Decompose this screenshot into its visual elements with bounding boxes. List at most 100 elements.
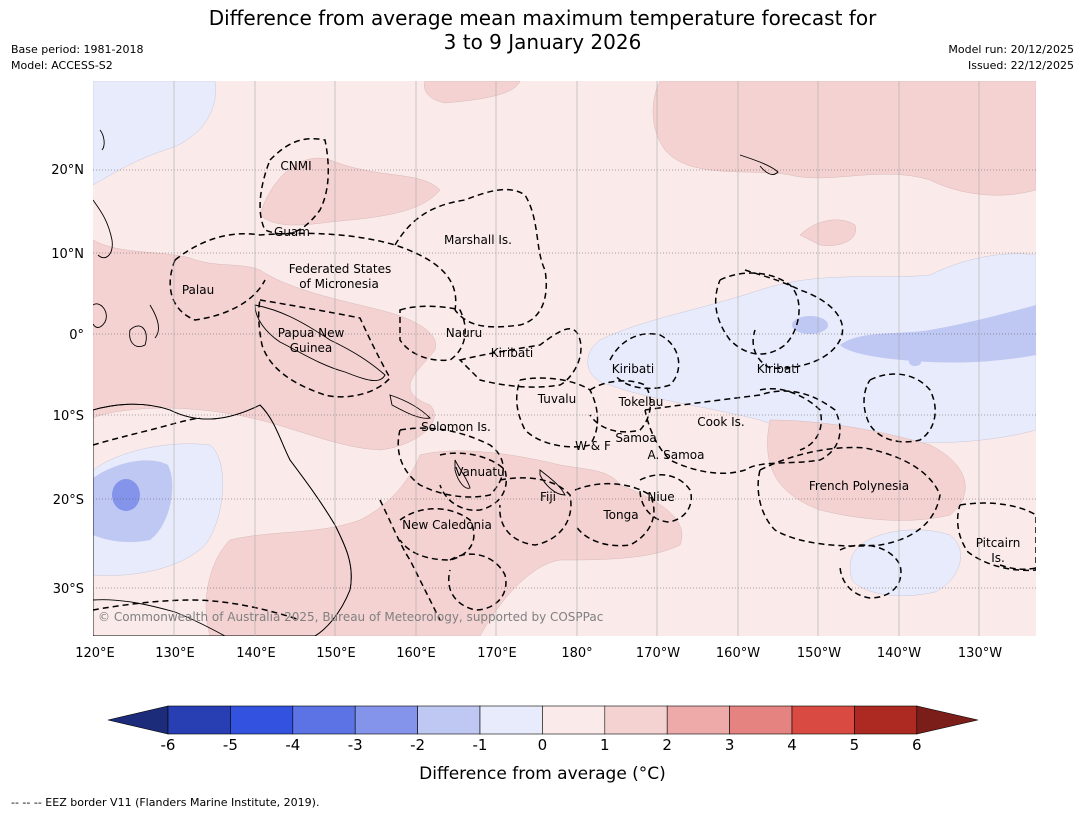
label-palau: Palau	[182, 283, 214, 297]
lon-label: 160°W	[716, 646, 760, 661]
label-kiribati-central: Kiribati	[612, 362, 654, 376]
label-cnmi: CNMI	[280, 159, 311, 173]
warm-region-southwest-pacific	[205, 450, 683, 636]
eez-borders	[93, 138, 1036, 621]
colorbar-segment	[791, 705, 855, 735]
lon-label: 150°E	[316, 646, 356, 661]
label-wallis-futuna: W & F	[575, 439, 611, 453]
colorbar-segment	[729, 705, 793, 735]
label-american-samoa: A. Samoa	[648, 448, 705, 462]
colorbar-tick-label: -3	[347, 736, 363, 754]
lon-label: 130°W	[958, 646, 1002, 661]
cool-region-northwest	[93, 81, 217, 186]
label-solomon: Solomon Is.	[421, 420, 491, 434]
colorbar-segment	[354, 705, 418, 735]
graticule	[93, 81, 1036, 636]
label-fsm-1: Federated States	[289, 262, 391, 276]
label-tokelau: Tokelau	[618, 395, 664, 409]
lat-label: 10°N	[51, 247, 84, 262]
colorbar-segment	[417, 705, 481, 735]
label-tuvalu: Tuvalu	[537, 392, 577, 406]
colorbar-segment	[604, 705, 668, 735]
title-line-2: 3 to 9 January 2026	[443, 30, 642, 54]
eez-footnote: -- -- -- EEZ border V11 (Flanders Marine…	[11, 796, 320, 809]
colorbar-segment	[230, 705, 294, 735]
label-kiribati-east: Kiribati	[757, 362, 799, 376]
colorbar-tick-label: 6	[912, 736, 922, 754]
label-pitcairn-2: Is.	[991, 551, 1005, 565]
label-tonga: Tonga	[602, 508, 638, 522]
base-period: Base period: 1981-2018	[11, 43, 144, 56]
colorbar-tick-label: 0	[537, 736, 548, 754]
region-labels: CNMI Guam Marshall Is. Federated States …	[182, 159, 1020, 565]
chart-title: Difference from average mean maximum tem…	[0, 6, 1085, 54]
colorbar-tick-label: 3	[724, 736, 735, 754]
colorbar-extend-low	[107, 705, 169, 735]
label-french-polynesia: French Polynesia	[809, 479, 909, 493]
colorbar-tick-label: -6	[160, 736, 176, 754]
warm-region-south-central	[767, 419, 966, 521]
meta-right: Model run: 20/12/2025 Issued: 22/12/2025	[948, 42, 1074, 74]
coastlines	[93, 129, 779, 636]
lon-label: 150°W	[797, 646, 841, 661]
warm-region-maritime	[93, 239, 437, 451]
lon-label: 170°E	[477, 646, 517, 661]
label-cook: Cook Is.	[697, 415, 744, 429]
lon-label: 170°W	[636, 646, 680, 661]
label-png-2: Guinea	[290, 341, 333, 355]
label-marshall: Marshall Is.	[444, 233, 512, 247]
warm-region-northeast	[652, 81, 1036, 196]
colorbar-segment	[292, 705, 356, 735]
colorbar-tick-label: 4	[787, 736, 797, 754]
issued-date: Issued: 22/12/2025	[967, 59, 1074, 72]
colorbar-tick-label: 1	[600, 736, 610, 754]
colorbar-tick-label: -2	[410, 736, 426, 754]
cool-spot-small	[909, 358, 921, 366]
colorbar-segment	[167, 705, 231, 735]
label-pitcairn-1: Pitcairn	[976, 536, 1021, 550]
lat-label: 10°S	[53, 409, 84, 424]
colorbar-tick-label: -4	[285, 736, 301, 754]
lon-label: 160°E	[396, 646, 436, 661]
label-fiji: Fiji	[540, 490, 556, 504]
lat-label: 0°	[69, 328, 84, 343]
copyright-notice: © Commonwealth of Australia 2025, Bureau…	[98, 610, 603, 624]
label-samoa: Samoa	[615, 431, 656, 445]
label-kiribati-west: Kiribati	[491, 346, 533, 360]
lat-label: 20°S	[53, 493, 84, 508]
colorbar-extend-high	[916, 705, 979, 735]
cool-core-australia	[112, 479, 140, 511]
lon-label: 180°	[561, 646, 592, 661]
colorbar-segment	[479, 705, 543, 735]
colorbar-label: Difference from average (°C)	[419, 764, 666, 784]
colorbar-tick-label: 5	[849, 736, 860, 754]
lat-label: 20°N	[51, 163, 84, 178]
lat-label: 30°S	[53, 582, 84, 597]
warm-region-small	[799, 219, 856, 246]
label-new-caledonia: New Caledonia	[402, 518, 492, 532]
colorbar	[107, 705, 979, 735]
meta-left: Base period: 1981-2018 Model: ACCESS-S2	[11, 42, 143, 74]
label-png-1: Papua New	[278, 326, 345, 340]
label-fsm-2: of Micronesia	[299, 277, 379, 291]
cool-region-east-inner	[840, 305, 1036, 363]
warm-region-north-central	[259, 157, 441, 226]
lon-axis-labels: 120°E 130°E 140°E 150°E 160°E 170°E 180°…	[75, 646, 1002, 661]
colorbar-segment	[854, 705, 918, 735]
lon-label: 120°E	[75, 646, 115, 661]
title-line-1: Difference from average mean maximum tem…	[208, 6, 877, 30]
lon-label: 140°W	[877, 646, 921, 661]
label-nauru: Nauru	[446, 326, 482, 340]
model-run: Model run: 20/12/2025	[948, 43, 1074, 56]
lon-label: 140°E	[236, 646, 276, 661]
label-vanuatu: Vanuatu	[455, 465, 505, 479]
colorbar-tick-label: 2	[662, 736, 672, 754]
lon-label: 130°E	[155, 646, 195, 661]
colorbar-segment	[666, 705, 730, 735]
colorbar-tick-label: -5	[222, 736, 238, 754]
label-niue: Niue	[647, 490, 674, 504]
colorbar-tick-label: -1	[472, 736, 488, 754]
map-panel: CNMI Guam Marshall Is. Federated States …	[93, 81, 1036, 636]
lat-axis-labels: 20°N 10°N 0° 10°S 20°S 30°S	[51, 163, 84, 597]
